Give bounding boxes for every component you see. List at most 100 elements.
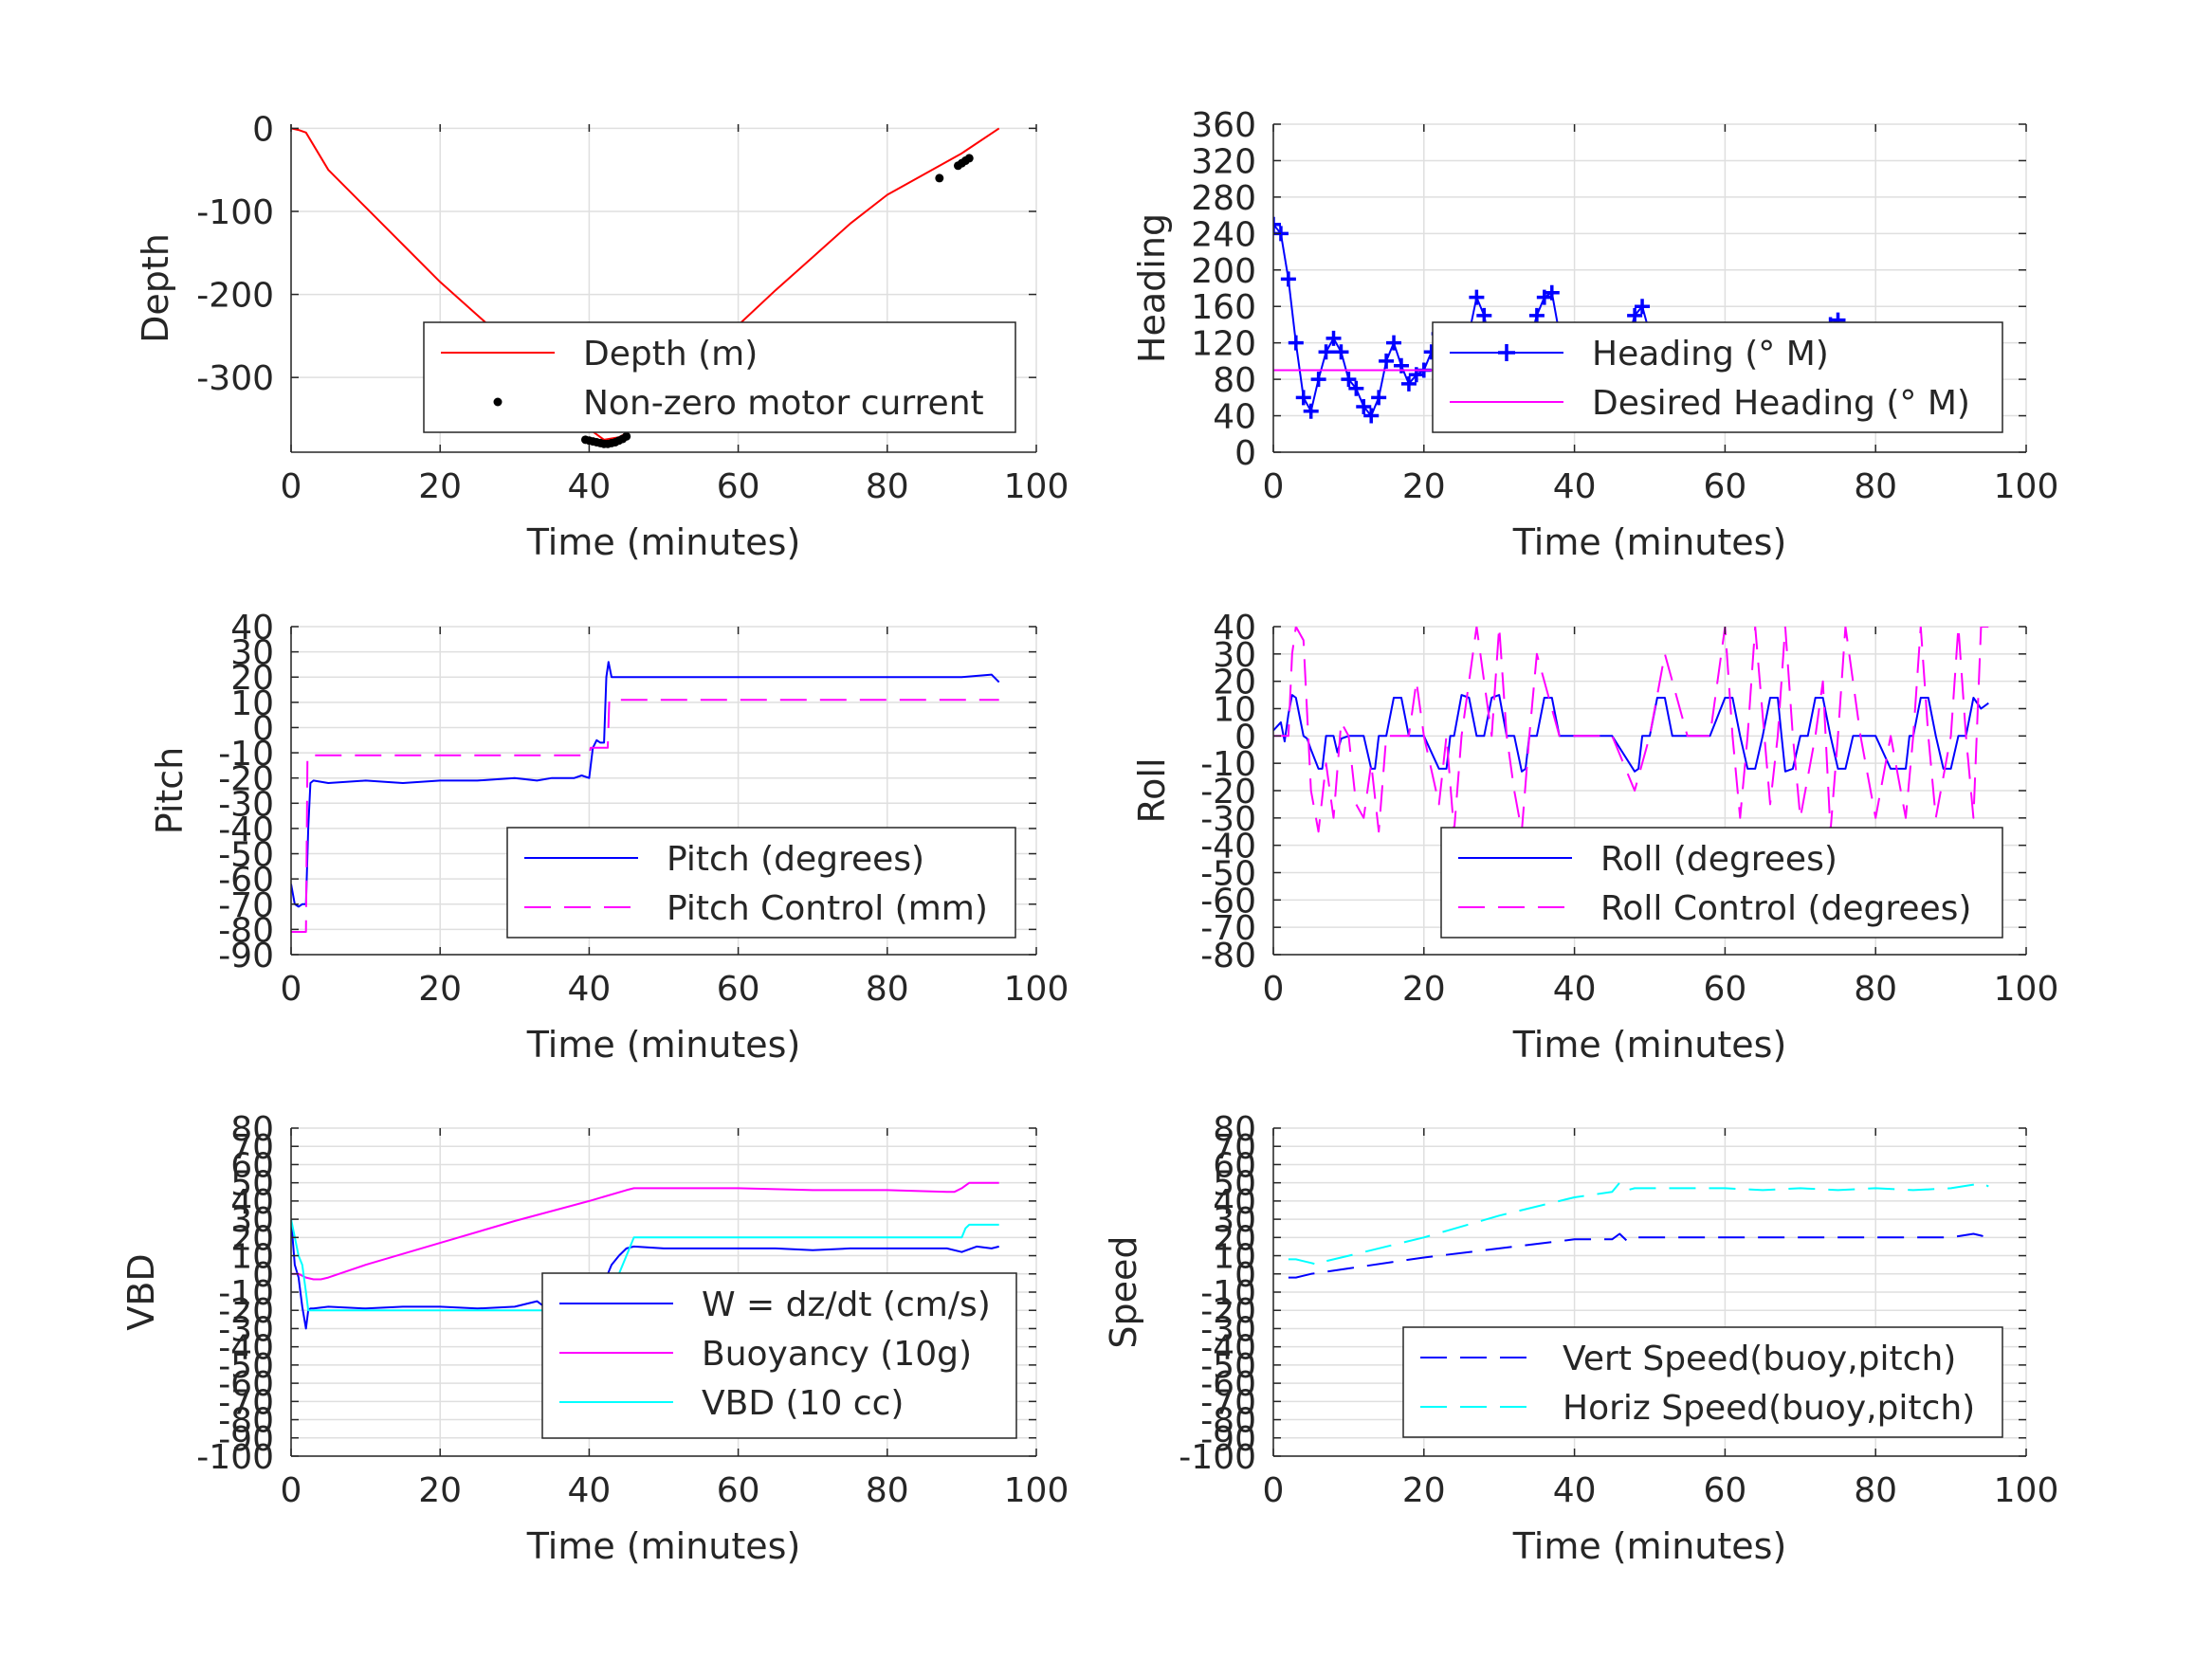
heading-panel: 0 20 40 60 80 10004080120160200240280320360Ti… xyxy=(1131,106,2058,563)
y-tick-label: 30 xyxy=(230,1201,274,1240)
x-tick-label: 100 xyxy=(1004,1471,1069,1510)
legend-label: Roll Control (degrees) xyxy=(1600,889,1971,928)
y-tick-label: 20 xyxy=(230,659,274,698)
x-axis-title: Time (minutes) xyxy=(526,1024,801,1066)
y-tick-label: -10 xyxy=(1200,1274,1256,1313)
legend-label: Desired Heading (° M) xyxy=(1592,384,1970,423)
legend-box xyxy=(1440,827,2003,939)
y-tick-label: -80 xyxy=(1200,937,1256,975)
y-tick-label: -70 xyxy=(1200,1383,1256,1422)
x-tick-label: 60 xyxy=(1703,1471,1746,1510)
vbd-series-2-line xyxy=(291,1181,999,1281)
x-tick-label: 20 xyxy=(1402,1471,1446,1510)
y-tick-label: 20 xyxy=(1213,664,1256,702)
heading-series-1-point xyxy=(1363,408,1380,424)
y-tick-label: 360 xyxy=(1191,106,1256,145)
heading-series-1-point xyxy=(1303,403,1319,419)
legend-label: Depth (m) xyxy=(583,335,758,374)
y-tick-label: -80 xyxy=(218,1402,274,1441)
heading-legend: Heading (° M) Desired Heading (° M) xyxy=(1432,321,2003,433)
depth-legend: Depth (m) Non-zero motor current xyxy=(423,321,1016,433)
y-tick-label: 0 xyxy=(1234,1256,1256,1295)
y-tick-label: -70 xyxy=(218,1383,274,1422)
heading-series-1-point xyxy=(1318,344,1334,360)
y-tick-label: 0 xyxy=(252,709,274,748)
y-tick-label: 160 xyxy=(1191,288,1256,327)
legend-label: Buoyancy (10g) xyxy=(702,1335,972,1374)
heading-series-1-point xyxy=(1400,375,1417,392)
y-tick-label: -100 xyxy=(1179,1438,1256,1477)
y-tick-label: 50 xyxy=(1213,1165,1256,1204)
y-tick-label: 20 xyxy=(1213,1219,1256,1258)
legend-label: Horiz Speed(buoy,pitch) xyxy=(1563,1389,1975,1428)
heading-series-1-point xyxy=(1635,299,1651,315)
x-axis-title: Time (minutes) xyxy=(1512,1525,1787,1567)
y-tick-label: 320 xyxy=(1191,142,1256,181)
y-tick-label: 30 xyxy=(230,634,274,673)
x-tick-label: 40 xyxy=(1553,970,1597,1009)
legend-box xyxy=(1432,321,2003,433)
speed-series-2-line xyxy=(1288,1181,1989,1267)
x-tick-label: 40 xyxy=(1553,1471,1597,1510)
x-tick-label: 100 xyxy=(1994,467,2059,506)
y-tick-label: 80 xyxy=(1213,1110,1256,1149)
y-tick-label: -300 xyxy=(196,359,274,398)
x-tick-label: 0 xyxy=(281,970,302,1009)
y-tick-label: 80 xyxy=(230,1110,274,1149)
heading-series-1-point xyxy=(1386,335,1402,351)
x-tick-label: 40 xyxy=(567,970,611,1009)
x-tick-label: 80 xyxy=(866,467,909,506)
y-tick-label: 40 xyxy=(1213,1183,1256,1222)
legend-marker xyxy=(493,397,503,407)
y-tick-label: 0 xyxy=(252,110,274,149)
y-tick-label: 10 xyxy=(1213,691,1256,730)
y-tick-label: -30 xyxy=(218,1310,274,1349)
y-axis-title: VBD xyxy=(120,1253,162,1330)
x-tick-label: 60 xyxy=(1703,970,1746,1009)
x-tick-label: 80 xyxy=(1854,467,1897,506)
heading-series-1-point xyxy=(1288,335,1304,351)
legend-label: Pitch (degrees) xyxy=(667,840,924,879)
heading-series-1-point xyxy=(1280,271,1296,287)
y-tick-label: -40 xyxy=(1200,1329,1256,1368)
x-tick-label: 20 xyxy=(418,467,462,506)
depth-panel: 0 20 40 60 80 100 -300 -200 -100 0 Time (minutes) D… xyxy=(135,110,1069,563)
x-tick-label: 40 xyxy=(1553,467,1597,506)
y-tick-label: 40 xyxy=(1213,398,1256,437)
roll-plot-area xyxy=(1273,627,1989,833)
pitch-series-2-line xyxy=(291,699,999,933)
x-tick-label: 100 xyxy=(1994,970,2059,1009)
legend-box xyxy=(423,321,1016,433)
pitch-panel: 0 20 40 60 80 100-90-80-70-60-50-40-30-20-100… xyxy=(149,609,1069,1066)
x-tick-label: 0 xyxy=(1263,970,1285,1009)
y-tick-label: 30 xyxy=(1213,636,1256,675)
y-tick-label: -30 xyxy=(1200,800,1256,839)
legend-label: Pitch Control (mm) xyxy=(667,889,988,928)
y-tick-label: -60 xyxy=(1200,882,1256,921)
y-tick-label: -90 xyxy=(218,937,274,975)
y-tick-label: -20 xyxy=(1200,1292,1256,1331)
pitch-series-1-line xyxy=(291,661,1000,908)
legend-label: Non-zero motor current xyxy=(583,384,984,423)
legend-label: VBD (10 cc) xyxy=(702,1384,904,1423)
x-tick-label: 20 xyxy=(418,1471,462,1510)
y-tick-label: 50 xyxy=(230,1165,274,1204)
y-tick-label: -50 xyxy=(218,1347,274,1386)
y-tick-label: -10 xyxy=(218,735,274,774)
x-tick-label: 60 xyxy=(717,467,760,506)
y-tick-label: -10 xyxy=(1200,745,1256,784)
speed-panel: 0 20 40 60 80 100-100-90-80-70-60-50-40-30-20… xyxy=(1103,1110,2058,1567)
pitch-legend: Pitch (degrees) Pitch Control (mm) xyxy=(506,827,1016,939)
x-tick-label: 60 xyxy=(717,970,760,1009)
heading-series-1-point xyxy=(1544,284,1560,301)
y-tick-label: -10 xyxy=(218,1274,274,1313)
legend-marker xyxy=(1498,344,1515,361)
heading-series-1-point xyxy=(1627,307,1643,323)
heading-series-1-point xyxy=(1310,372,1326,388)
y-tick-label: -40 xyxy=(1200,828,1256,866)
y-tick-label: -60 xyxy=(218,861,274,900)
y-axis-title: Speed xyxy=(1103,1235,1144,1348)
x-tick-label: 80 xyxy=(866,970,909,1009)
x-axis-title: Time (minutes) xyxy=(526,1525,801,1567)
y-tick-label: -30 xyxy=(218,785,274,824)
